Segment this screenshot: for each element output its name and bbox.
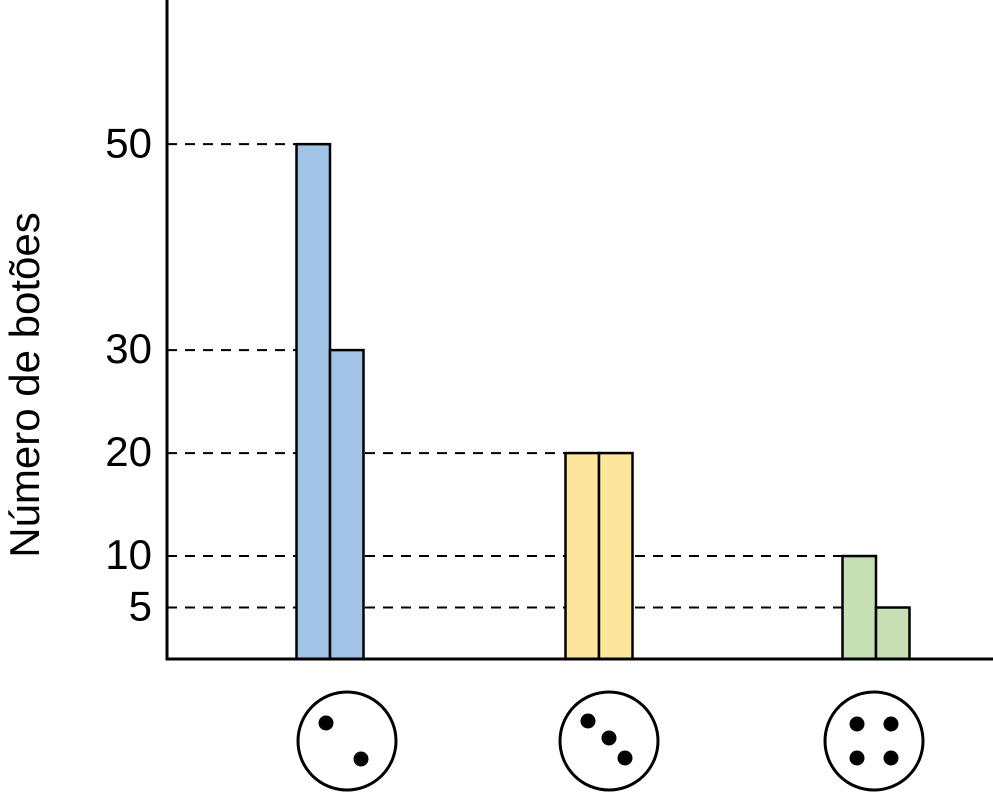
grid-layer [167, 143, 876, 609]
button-hole [849, 716, 865, 732]
button-hole [849, 750, 865, 766]
button-icon [823, 690, 925, 792]
y-tick-label: 50 [105, 119, 152, 166]
button-hole [883, 716, 899, 732]
y-tick-label: 5 [129, 583, 152, 630]
y-tick-label: 10 [105, 531, 152, 578]
button-hole [601, 730, 617, 746]
y-tick-label: 30 [105, 325, 152, 372]
button-hole [883, 750, 899, 766]
y-axis-label: Número de botões [1, 212, 48, 558]
bar [597, 451, 634, 661]
button-icon [296, 690, 398, 792]
bar [295, 142, 332, 661]
bar [328, 348, 365, 661]
bar [564, 451, 601, 661]
button-hole [580, 713, 596, 729]
y-tick-label: 20 [105, 428, 152, 475]
bar [874, 606, 911, 661]
bar [841, 554, 878, 661]
button-hole [353, 751, 369, 767]
button-hole [318, 715, 334, 731]
bar-layer [295, 142, 911, 661]
button-hole [617, 750, 633, 766]
